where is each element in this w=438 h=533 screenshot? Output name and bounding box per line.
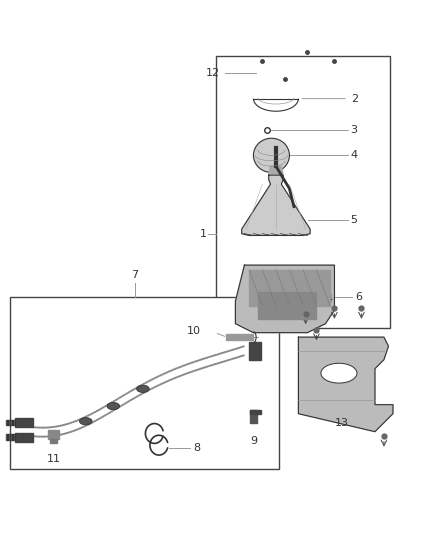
Polygon shape bbox=[250, 410, 261, 414]
Text: 6: 6 bbox=[355, 292, 362, 302]
Text: 9: 9 bbox=[250, 436, 257, 446]
Text: 7: 7 bbox=[131, 270, 138, 280]
Text: 13: 13 bbox=[335, 418, 349, 428]
Ellipse shape bbox=[107, 402, 120, 410]
Text: 8: 8 bbox=[437, 395, 438, 406]
Text: 8: 8 bbox=[193, 443, 200, 453]
Polygon shape bbox=[48, 430, 59, 439]
Polygon shape bbox=[226, 335, 254, 340]
Polygon shape bbox=[50, 439, 57, 443]
Ellipse shape bbox=[137, 385, 149, 392]
Ellipse shape bbox=[79, 418, 92, 425]
Text: 12: 12 bbox=[206, 68, 220, 78]
Polygon shape bbox=[258, 292, 316, 319]
Text: 10: 10 bbox=[187, 326, 201, 336]
Bar bbox=[215, 56, 390, 328]
Text: 11: 11 bbox=[46, 454, 60, 464]
Ellipse shape bbox=[254, 138, 290, 173]
Polygon shape bbox=[269, 166, 283, 175]
Ellipse shape bbox=[321, 364, 357, 383]
Text: 3: 3 bbox=[351, 125, 358, 135]
Text: 5: 5 bbox=[351, 215, 358, 225]
Polygon shape bbox=[250, 410, 257, 423]
Polygon shape bbox=[6, 420, 15, 425]
Polygon shape bbox=[298, 337, 393, 432]
Polygon shape bbox=[249, 342, 261, 360]
Polygon shape bbox=[235, 265, 335, 333]
Bar bbox=[11, 297, 279, 470]
Polygon shape bbox=[15, 433, 33, 441]
Polygon shape bbox=[242, 175, 310, 236]
Polygon shape bbox=[15, 418, 33, 427]
Polygon shape bbox=[249, 270, 330, 305]
Text: 14: 14 bbox=[320, 294, 334, 304]
Text: 1: 1 bbox=[200, 229, 207, 239]
Text: 2: 2 bbox=[351, 94, 358, 103]
Polygon shape bbox=[6, 434, 15, 440]
Text: 4: 4 bbox=[351, 150, 358, 160]
